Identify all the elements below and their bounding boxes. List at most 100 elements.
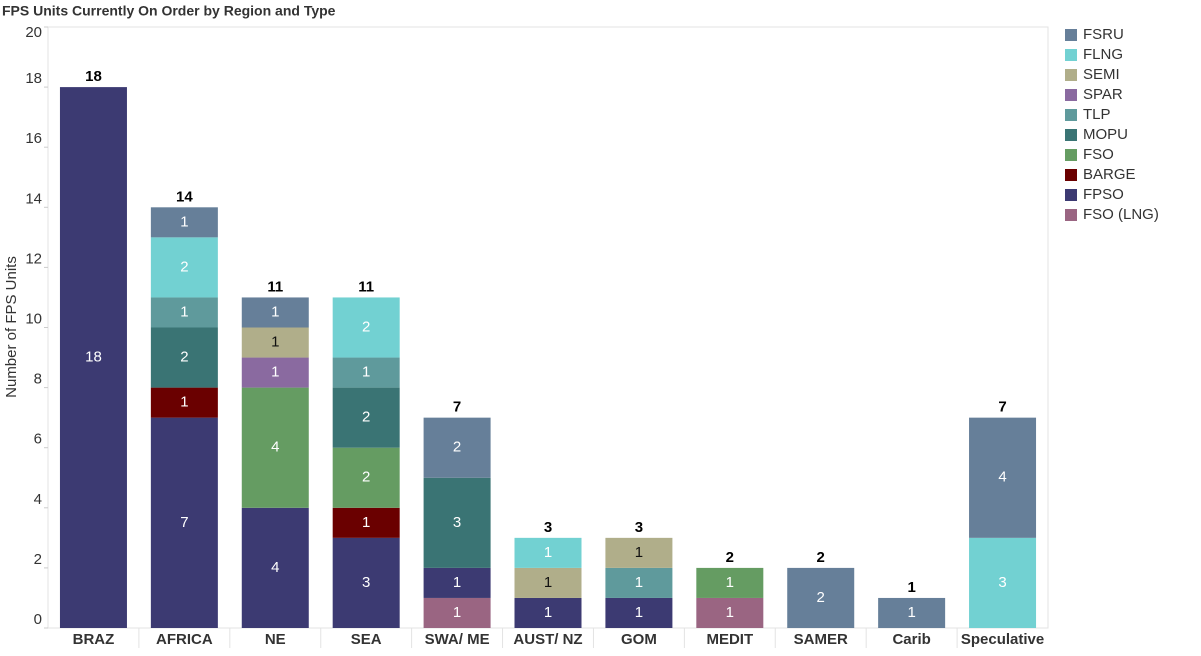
legend-swatch <box>1065 149 1077 161</box>
bar-segment <box>241 297 309 328</box>
y-axis-title: Number of FPS Units <box>3 256 20 398</box>
legend-label: FSO (LNG) <box>1083 206 1159 223</box>
segment-label: 1 <box>271 333 279 350</box>
bar-segment <box>969 537 1037 628</box>
segment-label: 7 <box>180 514 188 531</box>
legend-swatch <box>1065 49 1077 61</box>
legend-label: TLP <box>1083 106 1111 123</box>
y-tick-label: 16 <box>25 130 42 147</box>
legend-swatch <box>1065 89 1077 101</box>
bar-segment <box>150 417 218 628</box>
legend-label: FPSO <box>1083 186 1124 203</box>
segment-label: 1 <box>453 574 461 591</box>
legend-label: FLNG <box>1083 46 1123 63</box>
bar-segment <box>150 387 218 418</box>
legend-swatch <box>1065 129 1077 141</box>
bar-segment <box>605 567 673 598</box>
total-label: 11 <box>267 278 283 295</box>
legend-swatch <box>1065 169 1077 181</box>
legend-label: MOPU <box>1083 126 1128 143</box>
y-tick-label: 6 <box>34 431 42 448</box>
segment-label: 4 <box>271 559 279 576</box>
segment-label: 1 <box>271 364 279 381</box>
bar-segment <box>696 567 764 598</box>
bar-segment <box>605 537 673 568</box>
segment-label: 2 <box>817 589 825 606</box>
total-label: 18 <box>85 68 102 85</box>
segment-label: 1 <box>453 604 461 621</box>
segment-label: 1 <box>362 364 370 381</box>
x-tick-label: AUST/ NZ <box>513 631 582 648</box>
bar-segment <box>150 327 218 388</box>
bar-segment <box>332 357 400 388</box>
x-tick-label: MEDIT <box>706 631 753 648</box>
bar-segment <box>423 477 491 568</box>
bar-segment <box>241 387 309 508</box>
total-label: 2 <box>726 549 734 566</box>
segment-label: 2 <box>453 439 461 456</box>
legend-swatch <box>1065 109 1077 121</box>
y-tick-label: 14 <box>25 190 42 207</box>
segment-label: 2 <box>362 469 370 486</box>
segment-label: 1 <box>635 604 643 621</box>
segment-label: 1 <box>635 574 643 591</box>
legend-label: FSO <box>1083 146 1114 163</box>
segment-label: 1 <box>544 604 552 621</box>
bar-segment <box>514 567 582 598</box>
segment-label: 1 <box>544 544 552 561</box>
y-tick-label: 10 <box>25 310 42 327</box>
segment-label: 2 <box>180 349 188 366</box>
chart-title: FPS Units Currently On Order by Region a… <box>2 3 336 19</box>
bar-segment <box>332 447 400 508</box>
segment-label: 1 <box>180 213 188 230</box>
bar-segment <box>332 387 400 448</box>
segment-label: 2 <box>362 318 370 335</box>
segment-label: 1 <box>635 544 643 561</box>
segment-label: 2 <box>180 258 188 275</box>
bar-segment <box>423 567 491 598</box>
x-tick-label: GOM <box>621 631 657 648</box>
x-tick-label: SWA/ ME <box>425 631 490 648</box>
segment-label: 1 <box>907 604 915 621</box>
bar-segment <box>150 207 218 238</box>
bar-segment <box>241 327 309 358</box>
legend-label: SEMI <box>1083 66 1120 83</box>
segment-label: 1 <box>180 394 188 411</box>
bar-segment <box>150 237 218 298</box>
bar-segment <box>59 87 127 629</box>
y-tick-label: 8 <box>34 371 42 388</box>
total-label: 14 <box>176 188 193 205</box>
bar-segment <box>150 297 218 328</box>
segment-label: 3 <box>453 514 461 531</box>
x-tick-label: BRAZ <box>73 631 115 648</box>
segment-label: 2 <box>362 409 370 426</box>
segment-label: 18 <box>85 349 102 366</box>
segment-label: 4 <box>998 469 1006 486</box>
segment-label: 3 <box>362 574 370 591</box>
total-label: 2 <box>817 549 825 566</box>
x-tick-label: Carib <box>892 631 930 648</box>
bar-segment <box>605 597 673 628</box>
segment-label: 1 <box>726 604 734 621</box>
total-label: 1 <box>907 579 915 596</box>
segment-label: 3 <box>998 574 1006 591</box>
bar-segment <box>514 537 582 568</box>
segment-label: 1 <box>362 514 370 531</box>
segment-label: 1 <box>271 303 279 320</box>
bar-segment <box>514 597 582 628</box>
bar-segment <box>969 417 1037 538</box>
segment-label: 1 <box>544 574 552 591</box>
x-tick-label: Speculative <box>961 631 1044 648</box>
total-label: 7 <box>453 399 461 416</box>
y-tick-label: 20 <box>25 24 42 41</box>
total-label: 3 <box>544 519 552 536</box>
legend-swatch <box>1065 189 1077 201</box>
x-tick-label: AFRICA <box>156 631 213 648</box>
bar-segment <box>241 357 309 388</box>
x-tick-label: SEA <box>351 631 382 648</box>
legend-swatch <box>1065 209 1077 221</box>
bar-segment <box>332 297 400 358</box>
bar-segment <box>423 597 491 628</box>
bar-segment <box>423 417 491 478</box>
bar-segment <box>878 597 946 628</box>
